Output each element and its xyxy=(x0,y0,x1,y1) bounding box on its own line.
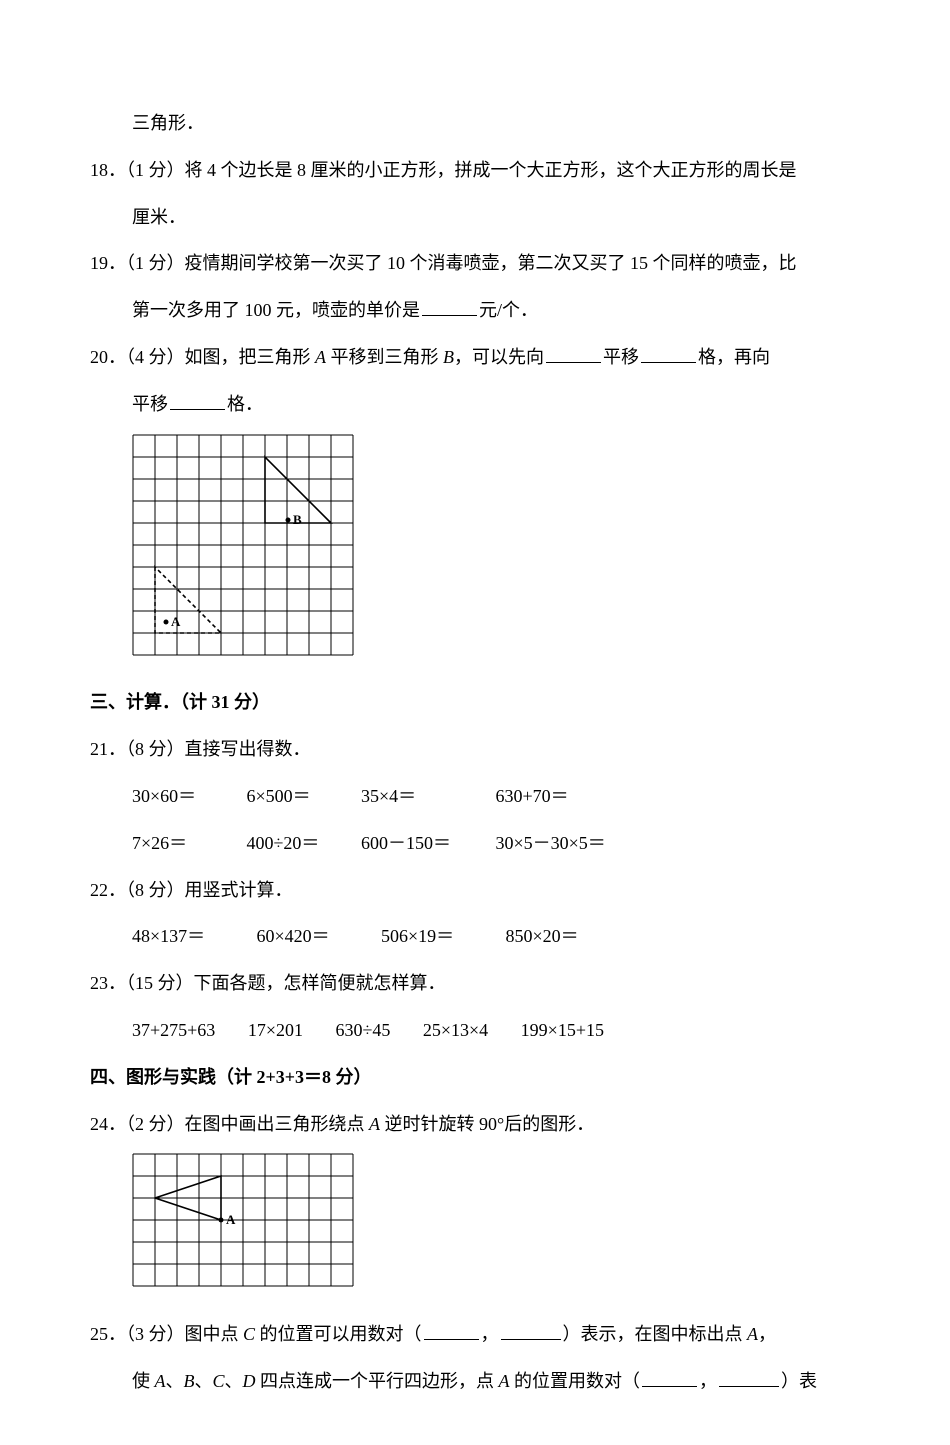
q21-r2-3: 30×5－30×5＝ xyxy=(496,820,666,867)
q20-blank3[interactable] xyxy=(170,390,225,410)
q20-line2: 平移 格． xyxy=(90,381,860,428)
q25-Aa: A xyxy=(155,1371,166,1391)
q17-tail: 三角形． xyxy=(90,100,860,147)
q25-Bb: B xyxy=(184,1371,195,1391)
q25-cont-a: 使 xyxy=(132,1371,155,1391)
q25-A2: A xyxy=(747,1324,758,1344)
q25-Dd: D xyxy=(243,1371,256,1391)
q23-stem: 23．（15 分）下面各题，怎样简便就怎样算． xyxy=(90,960,860,1007)
svg-text:A: A xyxy=(171,614,181,629)
q21-row2: 7×26＝ 400÷20＝ 600－150＝ 30×5－30×5＝ xyxy=(90,820,860,867)
q21-r1-3: 630+70＝ xyxy=(496,773,666,820)
svg-text:A: A xyxy=(226,1212,236,1227)
q20-blank1[interactable] xyxy=(546,343,601,363)
q25-blank4[interactable] xyxy=(719,1367,779,1387)
q24-figure: A xyxy=(132,1153,860,1305)
q18-line1: 18．（1 分）将 4 个边长是 8 厘米的小正方形，拼成一个大正方形，这个大正… xyxy=(90,147,860,194)
q20-cont-b: 格． xyxy=(227,394,263,414)
q25-mid3: ， xyxy=(758,1324,776,1344)
q20-mid3: 平移 xyxy=(603,347,639,367)
q24-grid-svg: A xyxy=(132,1153,354,1287)
q25-blank2[interactable] xyxy=(501,1320,561,1340)
q22-r1-0: 48×137＝ xyxy=(132,913,252,960)
q25-comma1: ， xyxy=(481,1324,499,1344)
q25-line2: 使 A、B、C、D 四点连成一个平行四边形，点 A 的位置用数对（，）表 xyxy=(90,1358,860,1405)
q21-r1-1: 6×500＝ xyxy=(247,773,357,820)
q24-A: A xyxy=(369,1114,380,1134)
q20-mid4: 格，再向 xyxy=(698,347,770,367)
q25-mid1: 的位置可以用数对（ xyxy=(255,1324,422,1344)
q23-r1-0: 37+275+63 xyxy=(132,1007,215,1054)
q25-blank1[interactable] xyxy=(424,1320,479,1340)
q19-line1: 19．（1 分）疫情期间学校第一次买了 10 个消毒喷壶，第二次又买了 15 个… xyxy=(90,240,860,287)
q19-blank[interactable] xyxy=(422,296,477,316)
q20-mid1: 平移到三角形 xyxy=(326,347,443,367)
q23-r1-3: 25×13×4 xyxy=(423,1007,488,1054)
q22-r1-3: 850×20＝ xyxy=(506,913,626,960)
q18-line2: 厘米． xyxy=(90,194,860,241)
q25-sep1: 、 xyxy=(166,1371,184,1391)
q20-B: B xyxy=(443,347,454,367)
q25-blank3[interactable] xyxy=(642,1367,697,1387)
svg-text:B: B xyxy=(293,512,302,527)
q25-sep2: 、 xyxy=(195,1371,213,1391)
q25-mid2: ）表示，在图中标出点 xyxy=(563,1324,748,1344)
q20-cont-a: 平移 xyxy=(132,394,168,414)
q21-r1-0: 30×60＝ xyxy=(132,773,242,820)
q20-mid2: ，可以先向 xyxy=(454,347,544,367)
q21-r2-2: 600－150＝ xyxy=(361,820,491,867)
q25-sep3: 、 xyxy=(225,1371,243,1391)
q24-b: 逆时针旋转 90°后的图形． xyxy=(380,1114,594,1134)
q21-r2-0: 7×26＝ xyxy=(132,820,242,867)
q21-row1: 30×60＝ 6×500＝ 35×4＝ 630+70＝ xyxy=(90,773,860,820)
q23-r1-2: 630÷45 xyxy=(335,1007,390,1054)
q19-cont-a: 第一次多用了 100 元，喷壶的单价是 xyxy=(132,300,420,320)
q25-comma2: ， xyxy=(699,1371,717,1391)
q22-row1: 48×137＝ 60×420＝ 506×19＝ 850×20＝ xyxy=(90,913,860,960)
q21-r2-1: 400÷20＝ xyxy=(247,820,357,867)
q19-cont-b: 元/个． xyxy=(479,300,538,320)
q21-r1-2: 35×4＝ xyxy=(361,773,491,820)
q25-Cc: C xyxy=(213,1371,225,1391)
q22-stem: 22．（8 分）用竖式计算． xyxy=(90,867,860,914)
q23-row1: 37+275+63 17×201 630÷45 25×13×4 199×15+1… xyxy=(90,1007,860,1054)
q20-grid-svg: BA xyxy=(132,434,354,656)
q25-a: 25．（3 分）图中点 xyxy=(90,1324,243,1344)
q20-a: 20．（4 分）如图，把三角形 xyxy=(90,347,315,367)
q20-figure: BA xyxy=(132,434,860,674)
section3-title: 三、计算．（计 31 分） xyxy=(90,679,860,726)
q23-r1-1: 17×201 xyxy=(248,1007,303,1054)
q20-A: A xyxy=(315,347,326,367)
q22-r1-2: 506×19＝ xyxy=(381,913,501,960)
q24-a: 24．（2 分）在图中画出三角形绕点 xyxy=(90,1114,369,1134)
q19-line2: 第一次多用了 100 元，喷壶的单价是 元/个． xyxy=(90,287,860,334)
q25-cont-d: ）表 xyxy=(781,1371,817,1391)
q22-r1-1: 60×420＝ xyxy=(257,913,377,960)
q23-r1-4: 199×15+15 xyxy=(521,1007,604,1054)
q24-stem: 24．（2 分）在图中画出三角形绕点 A 逆时针旋转 90°后的图形． xyxy=(90,1101,860,1148)
q20-blank2[interactable] xyxy=(641,343,696,363)
q25-line1: 25．（3 分）图中点 C 的位置可以用数对（，）表示，在图中标出点 A， xyxy=(90,1311,860,1358)
q25-cont-b: 四点连成一个平行四边形，点 xyxy=(256,1371,499,1391)
q21-stem: 21．（8 分）直接写出得数． xyxy=(90,726,860,773)
q25-A3: A xyxy=(499,1371,510,1391)
section4-title: 四、图形与实践（计 2+3+3＝8 分） xyxy=(90,1054,860,1101)
q20-line1: 20．（4 分）如图，把三角形 A 平移到三角形 B，可以先向 平移 格，再向 xyxy=(90,334,860,381)
q25-cont-c: 的位置用数对（ xyxy=(510,1371,641,1391)
q25-C: C xyxy=(243,1324,255,1344)
